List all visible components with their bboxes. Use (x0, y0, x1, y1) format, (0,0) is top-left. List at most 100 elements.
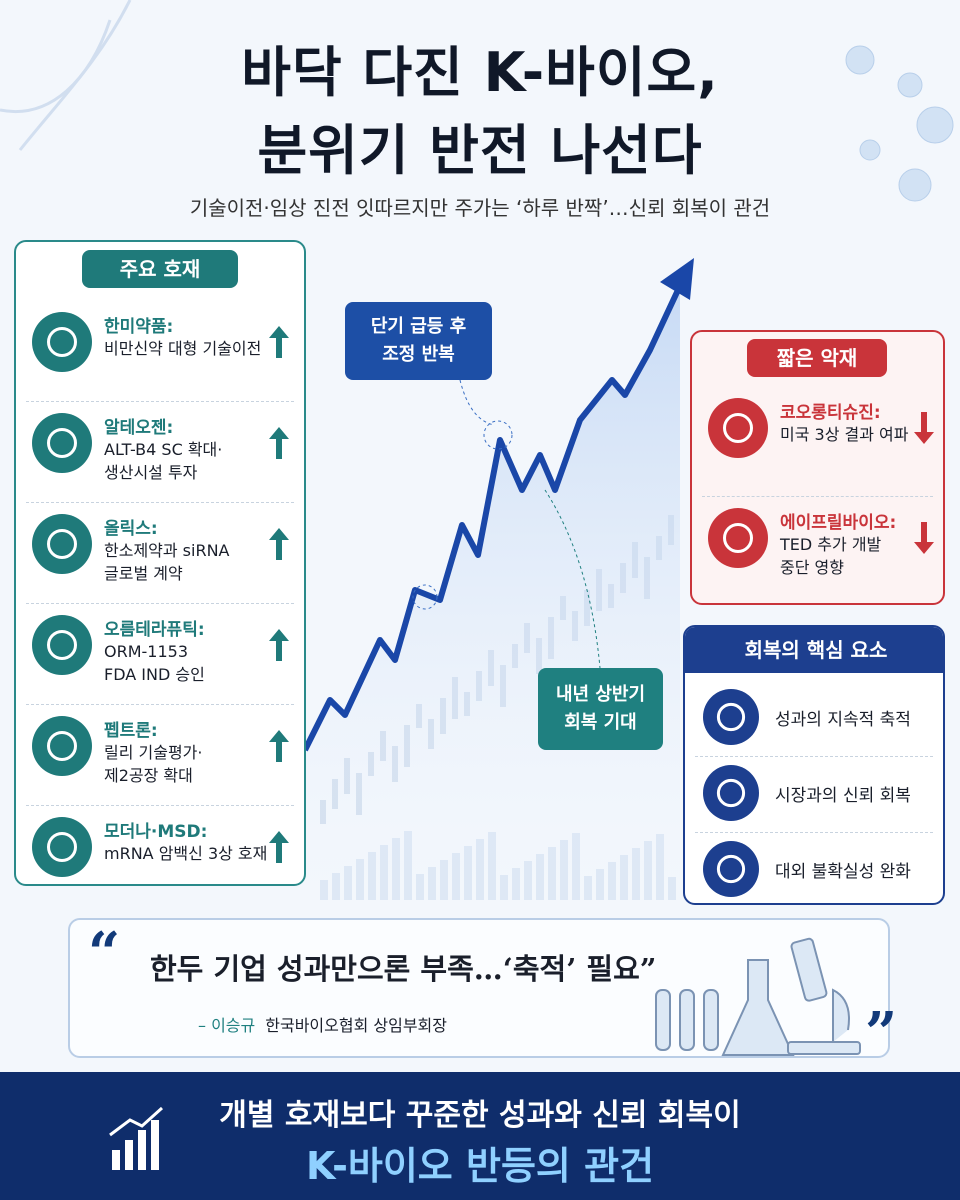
description: 생산시설 투자 (104, 463, 198, 482)
icon (32, 514, 92, 574)
divider (26, 603, 294, 604)
icon-glyph (716, 702, 746, 732)
company: 펩트론: (104, 721, 158, 741)
description: 비만신약 대형 기술이전 (104, 339, 262, 358)
icon (708, 508, 768, 568)
up-arrow (269, 730, 289, 762)
icon-circle (32, 817, 92, 877)
dna-decoration (0, 0, 132, 151)
divider (695, 832, 933, 833)
leader-line (459, 379, 495, 426)
divider (26, 502, 294, 503)
description: 글로벌 계약 (104, 564, 183, 583)
icon (32, 615, 92, 675)
leader-line (544, 489, 601, 669)
callout-line: 조정 반복 (382, 344, 455, 365)
icon-glyph (47, 731, 77, 761)
negatives-panel: 짧은 악재 코오롱티슈진: 미국 3상 결과 여파 에이프릴바이오: TED 추가 개… (690, 330, 945, 605)
icon (703, 689, 759, 745)
description: 릴리 기술평가· (104, 743, 203, 762)
icon (32, 413, 92, 473)
callout-line: 회복 기대 (564, 712, 637, 733)
icon-glyph (47, 529, 77, 559)
down-arrow (914, 522, 934, 554)
footer-line: K-바이오 반등의 관건 (305, 1144, 655, 1188)
company: 오름테라퓨틱: (104, 620, 205, 640)
icon-glyph (716, 854, 746, 884)
item-text: 한미약품: 비만신약 대형 기술이전 (104, 312, 261, 360)
icon-glyph (723, 523, 753, 553)
icon-glyph (47, 327, 77, 357)
arrow-shape (914, 522, 934, 554)
icon-circle (32, 514, 92, 574)
arrow-shape (914, 412, 934, 444)
icon (32, 312, 92, 372)
quote-attribution: – 이승규 한국바이오협회 상임부회장 (198, 1012, 447, 1036)
divider (26, 805, 294, 806)
recovery-item: 시장과의 신뢰 회복 (775, 786, 911, 806)
description: 제2공장 확대 (104, 766, 193, 785)
item-text: 펩트론: 릴리 기술평가· 제2공장 확대 (104, 716, 203, 787)
description: ORM-1153 (104, 642, 189, 661)
up-arrow (269, 528, 289, 560)
quote-mark: ” (865, 1000, 898, 1066)
item-text: 알테오젠: ALT-B4 SC 확대· 생산시설 투자 (104, 413, 222, 484)
divider (702, 496, 933, 497)
icon-circle (32, 312, 92, 372)
quote-role: 한국바이오협회 상임부회장 (265, 1016, 447, 1035)
quote-text: 한두 기업 성과만으론 부족…‘축적’ 필요” (150, 952, 657, 986)
item-text: 올릭스: 한소제약과 siRNA 글로벌 계약 (104, 514, 230, 585)
footer-line: 개별 호재보다 꾸준한 성과와 신뢰 회복이 (219, 1098, 741, 1133)
arrow-shape (269, 528, 289, 560)
icon-circle (32, 716, 92, 776)
callout-line: 단기 급등 후 (370, 316, 467, 337)
icon-glyph (723, 413, 753, 443)
highlight-circle (412, 584, 438, 610)
recovery-item: 성과의 지속적 축적 (775, 710, 911, 730)
callout-line: 내년 상반기 (555, 684, 646, 705)
icon-circle (703, 841, 759, 897)
arrow-shape (269, 831, 289, 863)
icon-circle (708, 508, 768, 568)
description: mRNA 암백신 3상 호재 (104, 844, 268, 863)
arrow-shape (269, 326, 289, 358)
icon-circle (703, 765, 759, 821)
company: 알테오젠: (104, 418, 174, 438)
arrow-shape (269, 730, 289, 762)
icon (32, 716, 92, 776)
description: 미국 3상 결과 여파 (780, 425, 909, 444)
description: 중단 영향 (780, 558, 844, 577)
description: TED 추가 개발 (780, 535, 882, 554)
subtitle: 기술이전·임상 진전 잇따르지만 주가는 ‘하루 반짝’…신뢰 회복이 관건 (189, 196, 771, 220)
icon (703, 765, 759, 821)
company: 에이프릴바이오: (780, 513, 897, 533)
arrow-shape (269, 629, 289, 661)
positives-panel: 주요 호재 한미약품: 비만신약 대형 기술이전 알테오젠: ALT-B4 SC 확대… (14, 240, 306, 886)
item-text: 모더나·MSD: mRNA 암백신 3상 호재 (104, 817, 267, 865)
lab-illustration (655, 937, 861, 1056)
icon (32, 817, 92, 877)
icon-glyph (47, 428, 77, 458)
divider (26, 401, 294, 402)
footer-icon (109, 1106, 164, 1170)
trend-arrowhead (660, 258, 694, 300)
up-arrow (269, 326, 289, 358)
up-arrow (269, 427, 289, 459)
quote-author: – 이승규 (198, 1016, 256, 1035)
panel-header: 회복의 핵심 요소 (685, 627, 943, 673)
icon-glyph (47, 630, 77, 660)
divider (695, 756, 933, 757)
description: 한소제약과 siRNA (104, 541, 230, 560)
icon-glyph (716, 778, 746, 808)
recovery-item: 대외 불확실성 완화 (775, 862, 911, 882)
title-line: 분위기 반전 나선다 (257, 119, 703, 182)
description: FDA IND 승인 (104, 665, 205, 684)
icon-circle (32, 413, 92, 473)
quote-box: “ 한두 기업 성과만으론 부족…‘축적’ 필요” – 이승규 한국바이오협회 상… (68, 918, 897, 1066)
highlight-circle (483, 420, 513, 450)
